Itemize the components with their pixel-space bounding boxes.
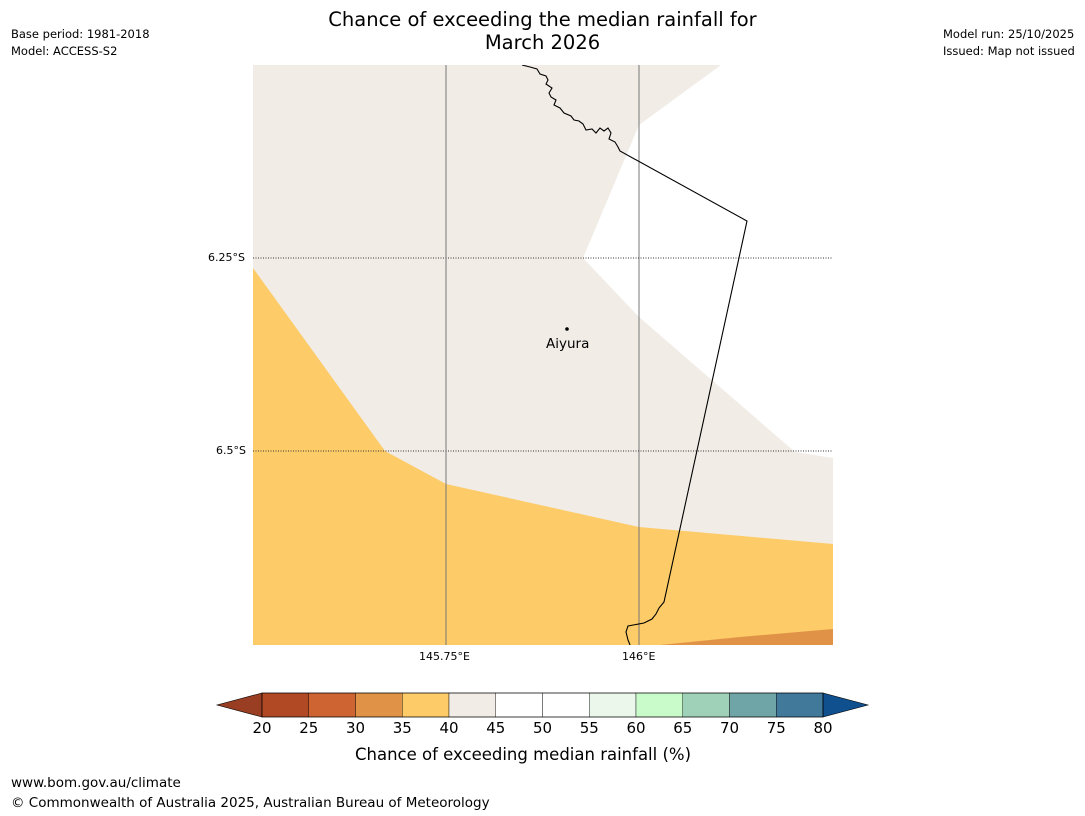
- colorbar-bin-40-45: [448, 692, 496, 718]
- colorbar-tick-label: 75: [766, 719, 786, 737]
- colorbar-tick-label: 20: [252, 719, 272, 737]
- colorbar-outline: [261, 692, 824, 718]
- colorbar-tick-label: 40: [439, 719, 459, 737]
- colorbar-tick-label: 45: [486, 719, 506, 737]
- lat-label-6-25: 6.25°S: [208, 251, 245, 264]
- colorbar-bin-35-40: [402, 692, 450, 718]
- colorbar-tick-label: 50: [532, 719, 553, 737]
- colorbar-tick-label: 70: [719, 719, 740, 737]
- colorbar-over-arrow: [822, 692, 870, 718]
- colorbar-tick-label: 55: [579, 719, 599, 737]
- coastline-boundary: [521, 65, 748, 645]
- region-30-35: [660, 629, 833, 645]
- colorbar-tick-label: 80: [813, 719, 833, 737]
- model-run-text: Model run: 25/10/2025: [943, 27, 1075, 41]
- colorbar-tick-label: 35: [392, 719, 412, 737]
- colorbar-bin-20-25: [261, 692, 309, 718]
- title-line-2: March 2026: [484, 31, 601, 54]
- colorbar-bin-50-55: [542, 692, 590, 718]
- colorbar-title: Chance of exceeding median rainfall (%): [355, 745, 692, 764]
- colorbar-tick-label: 30: [345, 719, 366, 737]
- metadata-right: Model run: 25/10/2025 Issued: Map not is…: [943, 26, 1075, 60]
- colorbar-bin-55-60: [589, 692, 637, 718]
- lat-label-6-5: 6.5°S: [216, 444, 246, 457]
- colorbar-bin-60-65: [635, 692, 683, 718]
- colorbar-bin-70-75: [729, 692, 777, 718]
- region-35-40: [253, 268, 833, 645]
- colorbar-bin-30-35: [355, 692, 403, 718]
- colorbar-bin-45-50: [495, 692, 543, 718]
- colorbar-bin-65-70: [682, 692, 730, 718]
- footer-url: www.bom.gov.au/climate: [11, 775, 181, 791]
- colorbar-tick-label: 25: [299, 719, 319, 737]
- title-line-1: Chance of exceeding the median rainfall …: [328, 8, 757, 31]
- base-period-text: Base period: 1981-2018: [11, 27, 150, 41]
- region-45-55: [583, 65, 833, 458]
- colorbar-under-arrow: [215, 692, 263, 718]
- issued-text: Issued: Map not issued: [943, 44, 1075, 58]
- model-text: Model: ACCESS-S2: [11, 44, 118, 58]
- map-panel: [253, 65, 833, 645]
- colorbar-tick-label: 60: [626, 719, 646, 737]
- colorbar-bin-25-30: [308, 692, 356, 718]
- aiyura-marker: [565, 327, 569, 331]
- metadata-left: Base period: 1981-2018 Model: ACCESS-S2: [11, 26, 150, 60]
- colorbar-bin-75-80: [776, 692, 824, 718]
- lon-label-146: 146°E: [622, 650, 656, 663]
- footer-copyright: © Commonwealth of Australia 2025, Austra…: [11, 795, 490, 811]
- page-title: Chance of exceeding the median rainfall …: [0, 8, 1085, 54]
- place-label-aiyura: Aiyura: [546, 336, 590, 352]
- colorbar-tick-label: 65: [673, 719, 693, 737]
- lon-label-145-75: 145.75°E: [419, 650, 470, 663]
- colorbar: [215, 692, 870, 718]
